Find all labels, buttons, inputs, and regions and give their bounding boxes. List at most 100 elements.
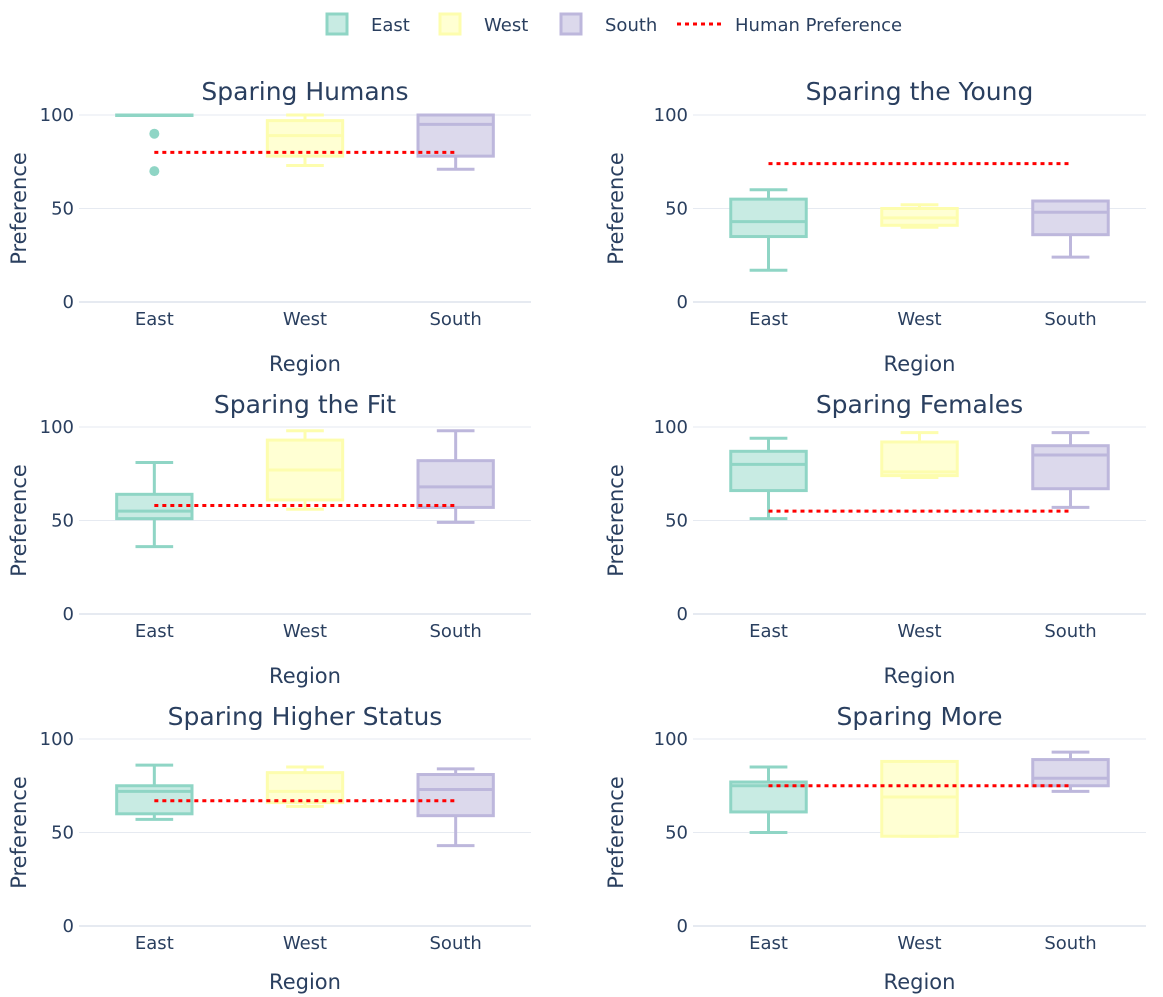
y-axis-label: Preference (604, 152, 628, 265)
box-iqr (729, 197, 808, 239)
box-west[interactable] (880, 759, 959, 838)
box-east[interactable] (729, 188, 808, 272)
box-west[interactable] (265, 429, 345, 511)
chart-title: Sparing Higher Status (168, 702, 443, 731)
x-tick-label: West (283, 933, 327, 954)
box-east[interactable] (729, 436, 808, 521)
box-iqr (416, 773, 495, 818)
x-tick-label: East (749, 309, 788, 330)
y-tick-label: 50 (51, 823, 74, 844)
chart-title: Sparing the Young (806, 77, 1034, 106)
box-iqr (265, 771, 345, 805)
x-tick-label: West (897, 309, 941, 330)
box-east[interactable] (115, 113, 194, 177)
box-south[interactable] (1031, 431, 1110, 509)
y-tick-label: 50 (665, 511, 688, 532)
chart-panels: 0 50 100 Sparing Humans Preference Region East… (7, 77, 1146, 994)
y-tick-label: 0 (63, 604, 74, 625)
x-axis-label: Region (884, 970, 956, 994)
x-tick-label: West (897, 933, 941, 954)
y-tick-label: 100 (654, 417, 688, 438)
x-tick-label: South (1044, 621, 1096, 642)
y-tick-label: 0 (677, 292, 688, 313)
legend: East West South Human Preference (325, 12, 902, 36)
box-iqr (1031, 199, 1110, 237)
legend-label: East (371, 15, 410, 36)
legend-item-human-preference[interactable]: Human Preference (677, 15, 902, 36)
x-axis-label: Region (884, 664, 956, 688)
y-tick-label: 100 (40, 417, 74, 438)
x-tick-label: South (430, 309, 482, 330)
box-south[interactable] (416, 767, 495, 848)
box-iqr (880, 440, 959, 478)
y-tick-label: 100 (40, 729, 74, 750)
x-tick-label: South (430, 621, 482, 642)
box-west[interactable] (265, 765, 345, 808)
y-tick-label: 100 (654, 105, 688, 126)
box-iqr (416, 459, 495, 509)
box-iqr (729, 449, 808, 493)
chart-title: Sparing More (837, 702, 1003, 731)
x-axis-label: Region (269, 352, 341, 376)
x-tick-label: East (135, 621, 174, 642)
outlier-point (149, 128, 160, 139)
legend-swatch (438, 12, 462, 36)
x-axis-label: Region (884, 352, 956, 376)
x-tick-label: South (430, 933, 482, 954)
y-tick-label: 100 (654, 729, 688, 750)
y-tick-label: 0 (677, 604, 688, 625)
y-axis-label: Preference (7, 776, 31, 889)
y-axis-label: Preference (604, 464, 628, 577)
legend-item-south[interactable]: South (559, 12, 657, 36)
box-iqr (1031, 444, 1110, 491)
legend-item-east[interactable]: East (325, 12, 410, 36)
legend-label: South (605, 15, 657, 36)
box-west[interactable] (880, 431, 959, 479)
x-tick-label: East (135, 933, 174, 954)
box-iqr (416, 113, 495, 158)
legend-swatch (325, 12, 349, 36)
box-south[interactable] (1031, 199, 1110, 259)
x-tick-label: West (897, 621, 941, 642)
x-tick-label: West (283, 309, 327, 330)
x-axis-label: Region (269, 664, 341, 688)
chart-panel-sparing-the-fit: 0 50 100 Sparing the Fit Preference Region Eas… (7, 390, 531, 688)
y-axis-label: Preference (7, 152, 31, 265)
outlier-point (149, 166, 160, 177)
box-south[interactable] (416, 113, 495, 171)
y-tick-label: 50 (51, 511, 74, 532)
chart-title: Sparing Humans (201, 77, 408, 106)
legend-item-west[interactable]: West (438, 12, 528, 36)
chart-panel-sparing-females: 0 50 100 Sparing Females Preference Region Eas… (604, 390, 1146, 688)
x-tick-label: West (283, 621, 327, 642)
box-east[interactable] (729, 765, 808, 834)
box-west[interactable] (880, 203, 959, 229)
x-tick-label: East (749, 621, 788, 642)
chart-title: Sparing the Fit (214, 390, 396, 419)
x-tick-label: South (1044, 933, 1096, 954)
y-tick-label: 0 (63, 292, 74, 313)
y-axis-label: Preference (7, 464, 31, 577)
x-tick-label: South (1044, 309, 1096, 330)
legend-label: West (484, 15, 528, 36)
box-south[interactable] (1031, 750, 1110, 793)
box-east[interactable] (115, 763, 194, 821)
x-tick-label: East (135, 309, 174, 330)
y-tick-label: 100 (40, 105, 74, 126)
y-axis-label: Preference (604, 776, 628, 889)
box-iqr (880, 759, 959, 838)
chart-panel-sparing-more: 0 50 100 Sparing More Preference Region East We… (604, 702, 1146, 994)
chart-panel-sparing-humans: 0 50 100 Sparing Humans Preference Region East… (7, 77, 531, 376)
y-tick-label: 50 (665, 823, 688, 844)
legend-label: Human Preference (735, 15, 902, 36)
chart-title: Sparing Females (816, 390, 1023, 419)
chart-panel-sparing-the-young: 0 50 100 Sparing the Young Preference Region E… (604, 77, 1146, 376)
x-axis-label: Region (269, 970, 341, 994)
box-iqr (1031, 758, 1110, 788)
y-tick-label: 0 (677, 916, 688, 937)
box-south[interactable] (416, 429, 495, 524)
x-tick-label: East (749, 933, 788, 954)
box-west[interactable] (265, 113, 345, 167)
y-tick-label: 50 (51, 199, 74, 220)
